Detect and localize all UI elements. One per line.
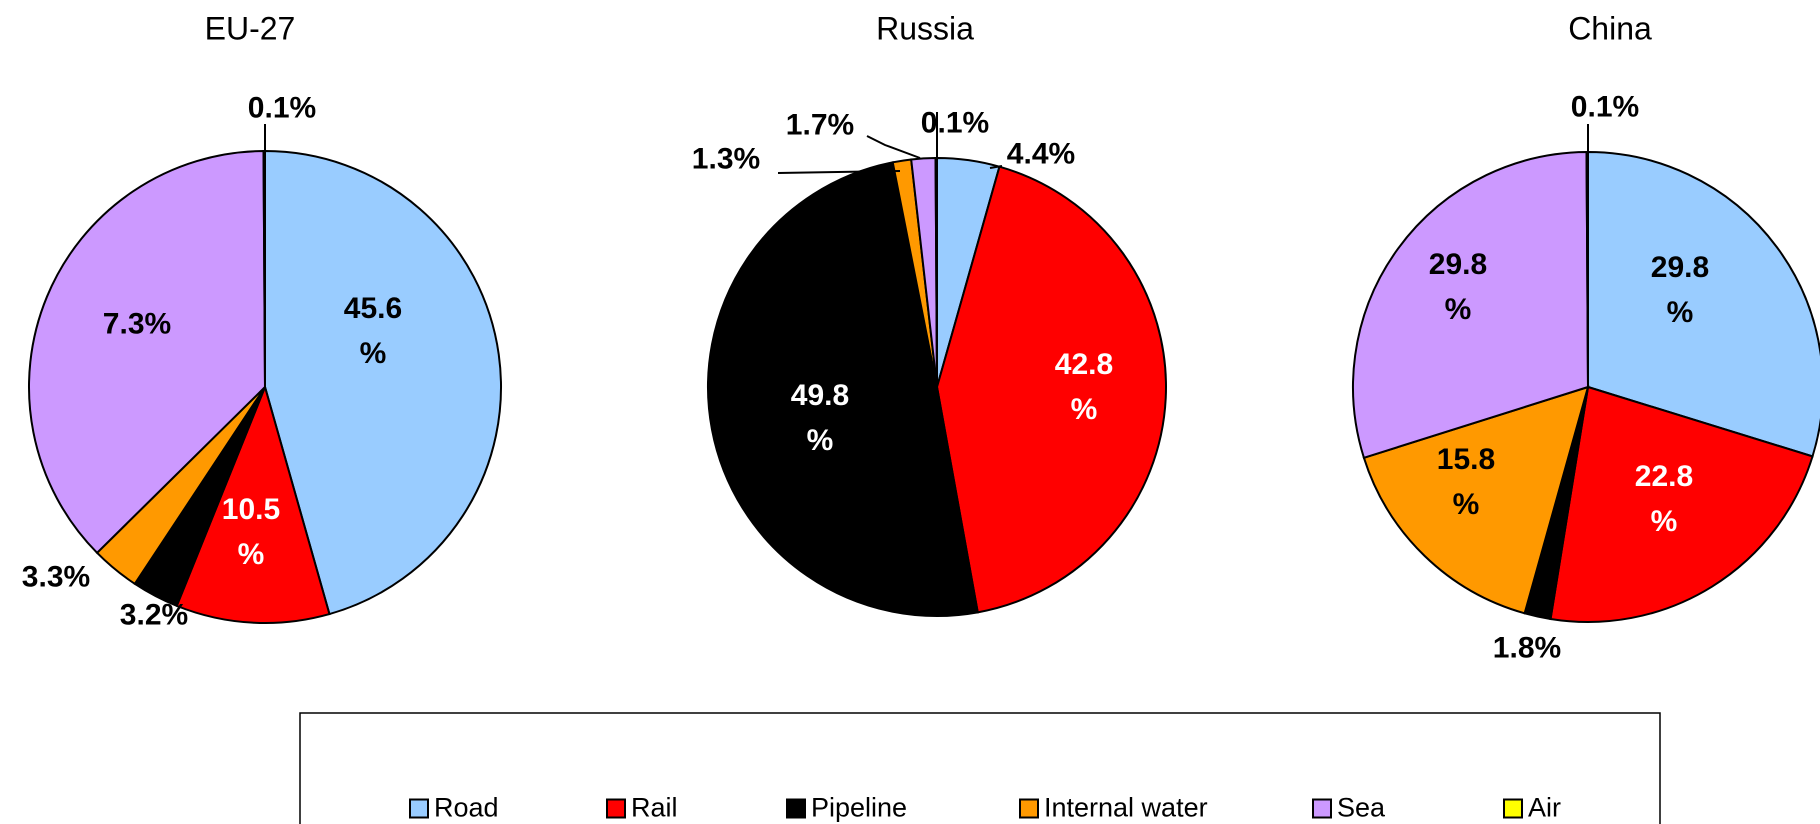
- legend-swatch: [409, 798, 429, 818]
- legend-label: Rail: [631, 792, 678, 823]
- chart-title: EU-27: [204, 10, 296, 47]
- legend-item: Road: [409, 793, 499, 824]
- pie-slice: [1587, 150, 1820, 458]
- legend-item: Internal water: [1019, 793, 1208, 824]
- data-label: 7.3%: [102, 307, 172, 341]
- legend-label: Road: [434, 792, 499, 823]
- legend-swatch: [1019, 798, 1039, 818]
- legend-label: Sea: [1337, 792, 1386, 823]
- data-label: 10.5 %: [221, 493, 281, 571]
- data-label: 1.3%: [691, 142, 761, 176]
- data-label: 45.6 %: [343, 292, 403, 370]
- pie-slice: [706, 161, 979, 617]
- data-label: 49.8 %: [790, 379, 850, 457]
- data-label: 0.1%: [920, 106, 990, 140]
- legend-item: Sea: [1312, 793, 1385, 824]
- data-label: 1.7%: [785, 108, 855, 142]
- legend-label: Internal water: [1044, 792, 1208, 823]
- legend-swatch: [1312, 798, 1332, 818]
- legend-swatch: [606, 798, 626, 818]
- data-label: 0.1%: [1570, 90, 1640, 124]
- data-label: 15.8 %: [1436, 443, 1496, 521]
- data-label: 1.8%: [1492, 631, 1562, 665]
- data-label: 4.4%: [1006, 137, 1076, 171]
- legend-swatch: [786, 798, 806, 818]
- legend-label: Air: [1528, 792, 1561, 823]
- legend-label: Pipeline: [811, 792, 908, 823]
- data-label: 29.8 %: [1428, 248, 1488, 326]
- legend-item: Rail: [606, 793, 678, 824]
- legend-item: Pipeline: [786, 793, 907, 824]
- data-label: 0.1%: [247, 91, 317, 125]
- pie-slice: [175, 383, 331, 624]
- chart-title: China: [1568, 10, 1652, 47]
- leader-line: [777, 170, 901, 174]
- pie-slice: [935, 165, 1167, 614]
- legend-item: Air: [1503, 793, 1561, 824]
- legend-swatch: [1503, 798, 1523, 818]
- pie-slice: [1352, 150, 1590, 460]
- leader-line: [866, 135, 921, 159]
- data-label: 3.2%: [119, 598, 189, 632]
- pie-slice: [1362, 385, 1590, 615]
- data-label: 3.3%: [21, 560, 91, 594]
- pie-slice: [264, 149, 503, 616]
- data-label: 22.8 %: [1634, 460, 1694, 538]
- leader-line: [989, 165, 1003, 169]
- chart-title: Russia: [876, 10, 974, 47]
- pie-slice: [28, 149, 267, 555]
- pie-slice: [1549, 385, 1814, 623]
- data-label: 42.8 %: [1054, 348, 1114, 426]
- legend-box: [299, 712, 1661, 824]
- data-label: 29.8 %: [1650, 251, 1710, 329]
